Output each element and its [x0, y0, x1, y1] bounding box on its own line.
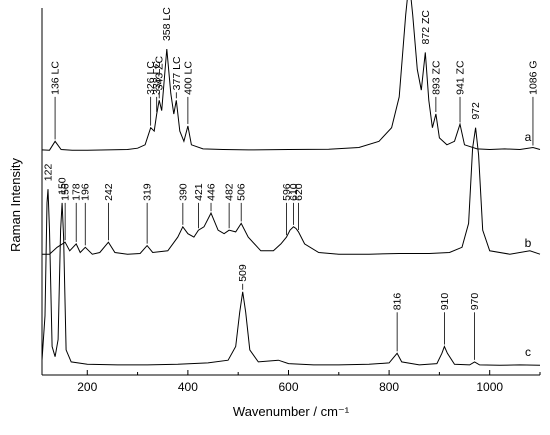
peak-label: 941 ZC — [455, 60, 467, 95]
peak-label: 482 — [224, 183, 236, 201]
peak-label: 178 — [71, 183, 83, 201]
x-tick-label: 1000 — [476, 380, 503, 394]
peak-label: 326 LC — [145, 61, 157, 95]
series-labels: a b c — [525, 130, 532, 359]
trace-a — [41, 0, 541, 151]
peak-label: 156 — [60, 183, 72, 201]
series-label-b: b — [525, 236, 532, 250]
peak-label: 620 — [293, 183, 305, 201]
peak-label: 509 — [237, 264, 249, 282]
x-tick-label: 600 — [278, 380, 298, 394]
peak-label: 910 — [439, 293, 451, 311]
peak-label: 446 — [206, 183, 218, 201]
peak-label: 358 LC — [161, 7, 173, 41]
peak-label: 400 LC — [182, 61, 194, 95]
x-tick-label: 800 — [379, 380, 399, 394]
x-ticks: 200 400 600 800 1000 — [77, 370, 541, 394]
y-axis-label: Raman Intensity — [8, 158, 23, 252]
peak-label: 610 — [288, 183, 300, 201]
peak-label: 319 — [142, 183, 154, 201]
peak-label: 970 — [469, 293, 481, 311]
peak-label: 150 — [57, 177, 69, 195]
peak-label: 377 LC — [171, 56, 183, 90]
x-tick-label: 200 — [77, 380, 97, 394]
peak-label: 122 — [43, 164, 55, 182]
peak-label: 1086 G — [527, 60, 539, 94]
peak-label: 242 — [103, 183, 115, 201]
peak-label: 390 — [177, 183, 189, 201]
peak-label: 338 LC — [151, 61, 163, 95]
series-label-a: a — [525, 130, 532, 144]
peak-label: 893 ZC — [430, 60, 442, 95]
peak-label: 816 — [392, 293, 404, 311]
peak-label: 136 LC — [50, 61, 62, 95]
x-axis-label: Wavenumber / cm⁻¹ — [233, 404, 350, 419]
peak-label: 196 — [80, 183, 92, 201]
series-label-c: c — [525, 345, 531, 359]
peak-label: 421 — [193, 183, 205, 201]
trace-c — [41, 189, 541, 366]
peak-label: 596 — [281, 183, 293, 201]
peak-label: 872 ZC — [420, 10, 432, 45]
peak-label: 506 — [236, 183, 248, 201]
peak-label: 972 — [470, 102, 482, 120]
x-tick-label: 400 — [178, 380, 198, 394]
trace-b — [42, 127, 541, 255]
peak-label: 343 ZC — [154, 55, 166, 90]
spectra-traces — [41, 0, 541, 366]
